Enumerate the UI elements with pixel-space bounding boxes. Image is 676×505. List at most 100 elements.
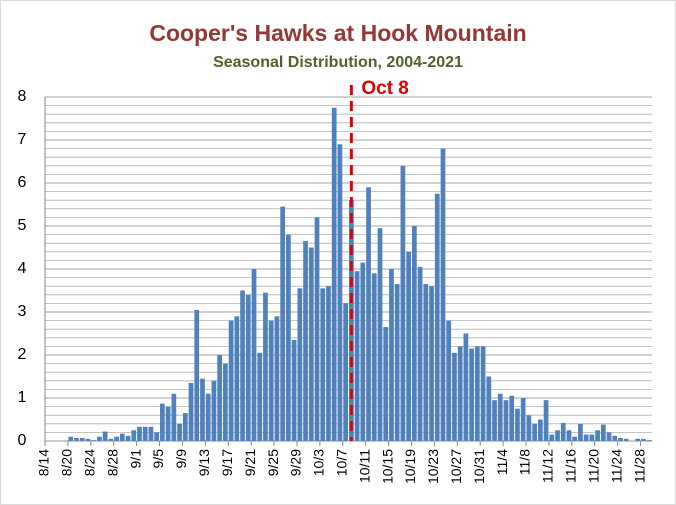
- bar: [291, 339, 297, 441]
- x-tick-label: 8/20: [59, 449, 75, 476]
- bar: [85, 438, 91, 441]
- x-tick-label: 9/29: [288, 449, 304, 476]
- bar: [612, 435, 618, 441]
- bar: [492, 400, 497, 441]
- bar: [389, 269, 394, 441]
- bar: [371, 273, 377, 441]
- bar: [537, 419, 543, 441]
- bar: [641, 438, 646, 441]
- bar: [177, 423, 182, 441]
- bar: [560, 422, 566, 441]
- x-tick-label: 11/20: [585, 449, 601, 483]
- bar: [526, 415, 532, 441]
- bar: [228, 320, 234, 441]
- y-tick-label: 0: [18, 432, 27, 449]
- x-tick-label: 10/11: [356, 449, 372, 483]
- bar: [337, 144, 343, 442]
- bar: [182, 413, 188, 441]
- bar: [463, 333, 469, 441]
- bar: [429, 286, 434, 441]
- bar: [589, 434, 595, 441]
- bar: [646, 440, 652, 441]
- bar: [549, 434, 555, 441]
- bar: [286, 234, 291, 441]
- bar: [268, 320, 274, 441]
- x-tick-label: 8/24: [82, 449, 98, 476]
- x-tick-label: 11/12: [540, 449, 556, 483]
- x-tick-label: 10/27: [448, 449, 464, 484]
- bar: [532, 423, 537, 441]
- bar: [171, 393, 177, 441]
- bar: [234, 316, 240, 441]
- y-tick-label: 7: [18, 131, 27, 148]
- bar: [211, 380, 217, 441]
- bar: [205, 393, 211, 441]
- bar: [240, 290, 245, 441]
- bar: [497, 393, 503, 441]
- x-tick-label: 8/14: [36, 449, 52, 476]
- y-tick-label: 3: [18, 303, 27, 320]
- bar: [578, 423, 583, 441]
- bar: [360, 262, 366, 441]
- bar: [400, 165, 406, 442]
- bar: [457, 346, 463, 441]
- bar: [320, 288, 326, 441]
- bar: [486, 376, 492, 441]
- x-tick-label: 9/1: [127, 449, 143, 469]
- x-tick-label: 10/7: [333, 449, 349, 476]
- bar: [194, 309, 200, 441]
- y-tick-label: 5: [18, 217, 27, 234]
- bar: [469, 348, 474, 441]
- bar: [274, 316, 280, 441]
- bar: [280, 206, 286, 441]
- x-tick-label: 9/17: [219, 449, 235, 476]
- bar: [423, 284, 429, 441]
- bar: [131, 430, 137, 441]
- bar: [251, 269, 257, 441]
- bar: [257, 352, 263, 441]
- x-tick-label: 9/25: [265, 449, 281, 476]
- bar: [446, 320, 452, 441]
- bar: [200, 378, 205, 441]
- bar: [297, 288, 303, 441]
- x-tick-label: 10/23: [425, 449, 441, 484]
- bar: [474, 346, 480, 441]
- x-tick-label: 9/13: [196, 449, 212, 476]
- y-tick-label: 1: [18, 389, 27, 406]
- bar: [154, 432, 160, 441]
- x-tick-label: 9/21: [242, 449, 258, 476]
- bar: [119, 433, 125, 441]
- bar: [188, 382, 194, 441]
- x-tick-label: 11/28: [631, 449, 647, 483]
- x-tick-label: 10/3: [311, 449, 327, 476]
- x-tick-label: 11/4: [494, 449, 510, 475]
- bar: [114, 436, 119, 441]
- bar: [68, 436, 74, 441]
- bar: [366, 187, 371, 441]
- bar: [555, 430, 560, 441]
- x-tick-label: 10/15: [379, 449, 395, 484]
- bar: [102, 431, 108, 441]
- bar: [377, 228, 383, 441]
- annotation-label: Oct 8: [361, 78, 409, 99]
- bar: [160, 403, 165, 441]
- bar: [600, 424, 606, 441]
- bar: [595, 430, 600, 441]
- bar: [331, 107, 337, 441]
- bar: [434, 193, 440, 441]
- x-tick-label: 11/16: [563, 449, 579, 483]
- x-tick-label: 9/9: [173, 449, 189, 469]
- bar: [452, 352, 457, 441]
- y-tick-label: 6: [18, 174, 27, 191]
- bar: [383, 327, 389, 441]
- bar: [108, 438, 114, 441]
- bar: [606, 432, 612, 441]
- bar: [97, 436, 102, 441]
- bar: [417, 266, 423, 441]
- bar: [618, 437, 623, 441]
- bar: [223, 363, 228, 441]
- bar: [245, 294, 251, 441]
- bar: [623, 438, 629, 441]
- x-tick-label: 10/19: [402, 449, 418, 484]
- bar: [566, 430, 572, 441]
